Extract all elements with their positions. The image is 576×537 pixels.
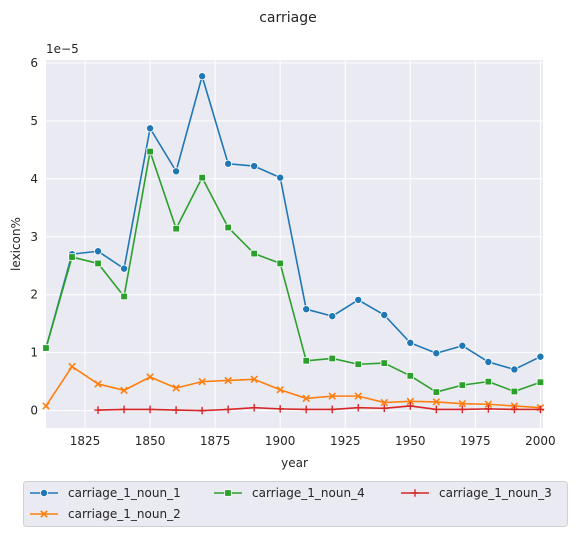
data-point <box>146 125 153 132</box>
chart-title: carriage <box>259 10 317 26</box>
data-point <box>355 361 362 368</box>
data-point <box>459 342 466 349</box>
y-tick-label: 1 <box>30 346 38 360</box>
data-point <box>537 379 544 386</box>
data-point <box>407 373 414 380</box>
x-tick-label: 1950 <box>395 434 426 448</box>
y-tick-label: 0 <box>30 404 38 418</box>
data-point <box>485 358 492 365</box>
y-tick-label: 4 <box>30 172 38 186</box>
data-point <box>173 225 180 232</box>
legend-label: carriage_1_noun_1 <box>68 486 181 500</box>
x-tick-label: 1900 <box>265 434 296 448</box>
data-point <box>147 148 154 155</box>
plot-area <box>46 60 543 428</box>
data-point <box>277 174 284 181</box>
data-point <box>407 339 414 346</box>
y-axis-label: lexicon% <box>9 217 23 271</box>
x-tick-label: 1825 <box>70 434 101 448</box>
legend-marker <box>40 489 47 496</box>
legend: carriage_1_noun_1 carriage_1_noun_4 carria… <box>24 482 568 527</box>
data-point <box>277 260 284 267</box>
legend-marker <box>225 490 232 497</box>
y-tick-labels: 0 1 2 3 4 5 6 <box>30 56 38 418</box>
data-point <box>329 313 336 320</box>
y-tick-label: 3 <box>30 230 38 244</box>
y-tick-label: 5 <box>30 114 38 128</box>
data-point <box>511 388 518 395</box>
data-point <box>173 168 180 175</box>
data-point <box>43 345 50 352</box>
data-point <box>433 389 440 396</box>
data-point <box>329 355 336 362</box>
y-scale-label: 1e−5 <box>46 42 79 56</box>
x-tick-labels: 1825 1850 1875 1900 1925 1950 1975 2000 <box>70 434 556 448</box>
x-tick-label: 1975 <box>460 434 491 448</box>
data-point <box>511 366 518 373</box>
legend-label: carriage_1_noun_2 <box>68 507 181 521</box>
data-point <box>199 73 206 80</box>
data-point <box>381 360 388 367</box>
data-point <box>225 160 232 167</box>
data-point <box>303 306 310 313</box>
data-point <box>94 248 101 255</box>
data-point <box>355 296 362 303</box>
legend-label: carriage_1_noun_3 <box>439 486 552 500</box>
x-tick-label: 1925 <box>330 434 361 448</box>
data-point <box>121 293 128 300</box>
x-tick-label: 2000 <box>525 434 556 448</box>
data-point <box>433 350 440 357</box>
data-point <box>459 382 466 389</box>
y-tick-label: 2 <box>30 288 38 302</box>
data-point <box>199 174 206 181</box>
y-tick-label: 6 <box>30 56 38 70</box>
data-point <box>120 265 127 272</box>
data-point <box>537 353 544 360</box>
data-point <box>251 250 258 257</box>
legend-label: carriage_1_noun_4 <box>252 486 365 500</box>
data-point <box>303 357 310 364</box>
data-point <box>381 311 388 318</box>
data-point <box>225 224 232 231</box>
data-point <box>69 254 76 261</box>
x-tick-label: 1875 <box>200 434 231 448</box>
data-point <box>95 260 102 267</box>
data-point <box>251 162 258 169</box>
x-tick-label: 1850 <box>135 434 166 448</box>
x-axis-label: year <box>281 456 308 470</box>
data-point <box>485 378 492 385</box>
